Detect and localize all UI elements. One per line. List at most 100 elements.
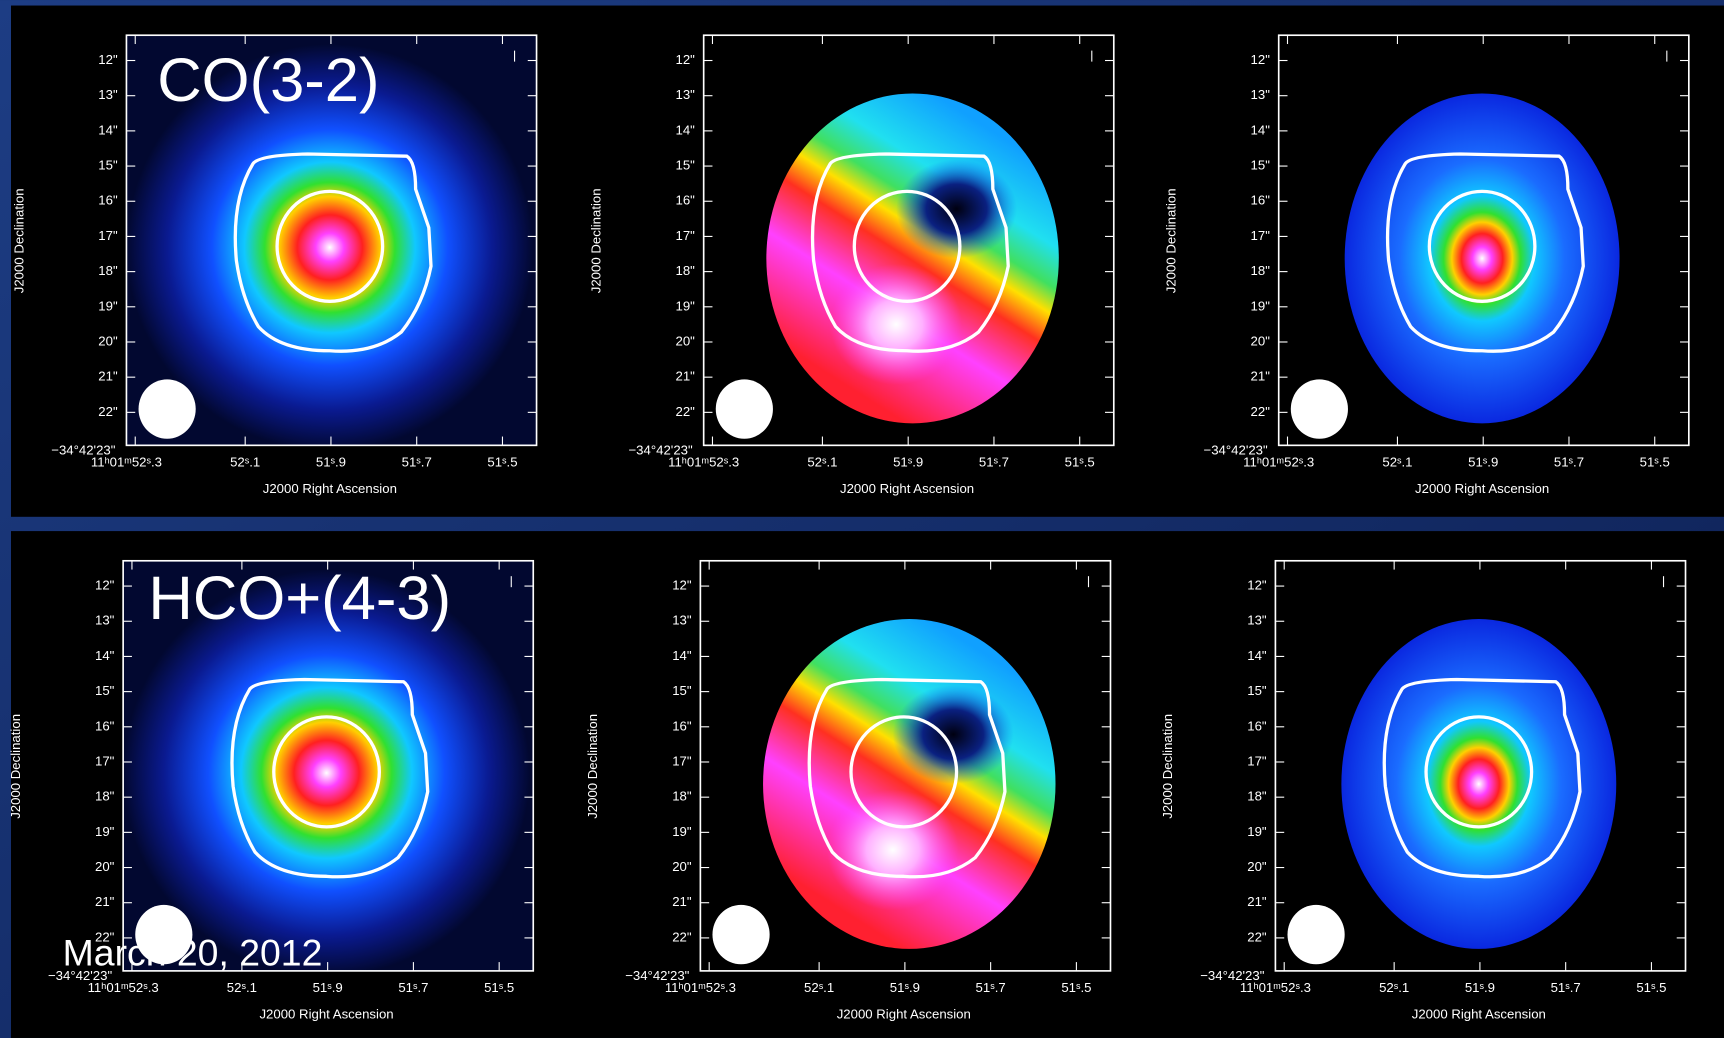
y-tick-label: 13" [672,613,692,628]
y-tick-label: 20" [95,859,115,874]
y-tick-label: 22" [676,404,696,419]
y-axis-title: J2000 Declination [585,714,600,819]
velocity-blob [826,789,959,911]
y-tick-label: 15" [676,158,696,173]
y-tick-label: 20" [672,859,692,874]
x-tick-label: 52ˢ.1 [227,980,257,995]
intensity-map [123,569,530,971]
y-tick-label: 12" [672,578,692,593]
y-tick-label: 19" [1251,298,1271,313]
y-tick-label: 20" [676,333,696,348]
y-tick-label: 18" [1251,263,1271,278]
y-tick-label: 15" [1247,683,1267,698]
x-tick-label: 51ˢ.5 [1061,980,1091,995]
y-tick-label: 21" [672,894,692,909]
x-tick-label: 11ʰ01ᵐ52ˢ.3 [1243,454,1314,469]
y-tick-label: 22" [95,929,115,944]
y-tick-label: 16" [672,718,692,733]
y-tick-label: 16" [1247,718,1267,733]
y-tick-label: 20" [98,333,118,348]
y-tick-label: 20" [1247,859,1267,874]
y-origin-label: −34°42'23" [51,442,115,457]
x-tick-label: 51ˢ.5 [1636,980,1666,995]
y-tick-label: 17" [95,753,115,768]
y-tick-label: 19" [95,824,115,839]
beam [1290,379,1348,439]
y-tick-label: 18" [1247,789,1267,804]
y-tick-label: 13" [1251,87,1271,102]
x-axis-title: J2000 Right Ascension [1412,1006,1546,1021]
x-axis-title: J2000 Right Ascension [263,481,397,496]
y-tick-label: 14" [1247,648,1267,663]
y-tick-label: 12" [1251,52,1271,67]
y-tick-label: 14" [676,122,696,137]
y-tick-label: 22" [1247,929,1267,944]
y-tick-label: 19" [676,298,696,313]
dispersion-map [1341,619,1617,949]
y-tick-label: 12" [95,578,115,593]
x-tick-label: 51ˢ.7 [398,980,428,995]
dispersion-map [1344,93,1620,424]
y-tick-label: 21" [676,369,696,384]
contour [1424,715,1534,829]
beam [138,379,196,439]
contour [1382,677,1582,879]
beam [135,904,193,965]
contour [810,152,1010,353]
contour [852,189,962,303]
row-label: CO(3-2) [157,46,379,115]
y-origin-label: −34°42'23" [48,968,112,983]
x-tick-label: 51ˢ.5 [1065,454,1095,469]
x-tick-label: 11ʰ01ᵐ52ˢ.3 [91,454,162,469]
y-tick-label: 19" [672,824,692,839]
map-image [123,560,534,971]
beam [715,379,773,439]
contour [807,677,1007,879]
x-tick-label: 11ʰ01ᵐ52ˢ.3 [88,980,159,995]
x-tick-label: 51ˢ.5 [1640,454,1670,469]
y-tick-label: 14" [672,648,692,663]
map-image [1344,93,1620,424]
y-axis-title: J2000 Declination [8,714,23,819]
y-tick-label: 17" [676,228,696,243]
x-tick-label: 51ˢ.9 [313,980,343,995]
x-axis-title: J2000 Right Ascension [259,1006,393,1021]
x-tick-label: 11ʰ01ᵐ52ˢ.3 [1240,980,1311,995]
x-tick-label: 51ˢ.9 [1465,980,1495,995]
contour [275,189,385,303]
y-origin-label: −34°42'23" [628,442,692,457]
y-tick-label: 15" [95,683,115,698]
y-tick-label: 12" [98,52,118,67]
x-tick-label: 52ˢ.1 [804,980,834,995]
x-tick-label: 52ˢ.1 [1379,980,1409,995]
contour [272,715,381,829]
x-tick-label: 51ˢ.9 [893,454,923,469]
y-tick-label: 13" [676,87,696,102]
y-tick-label: 17" [98,228,118,243]
beam [712,904,770,965]
y-tick-label: 21" [1251,369,1271,384]
y-tick-label: 14" [95,648,115,663]
x-axis-title: J2000 Right Ascension [837,1006,971,1021]
contour [849,715,959,829]
y-axis-title: J2000 Declination [11,188,26,293]
x-tick-label: 51ˢ.5 [484,980,514,995]
y-tick-label: 19" [1247,824,1267,839]
y-tick-label: 20" [1251,333,1271,348]
x-axis-title: J2000 Right Ascension [1415,481,1549,496]
x-tick-label: 51ˢ.7 [976,980,1006,995]
y-tick-label: 19" [98,298,118,313]
y-tick-label: 21" [95,894,115,909]
y-tick-label: 17" [1247,753,1267,768]
map-image [126,35,537,446]
contour [1427,189,1537,303]
y-tick-label: 14" [98,122,118,137]
map-image [1341,619,1617,949]
x-tick-label: 11ʰ01ᵐ52ˢ.3 [668,454,739,469]
velocity-blob [830,263,963,385]
y-tick-label: 17" [672,753,692,768]
y-tick-label: 18" [676,263,696,278]
y-tick-label: 22" [672,929,692,944]
x-tick-label: 51ˢ.9 [890,980,920,995]
